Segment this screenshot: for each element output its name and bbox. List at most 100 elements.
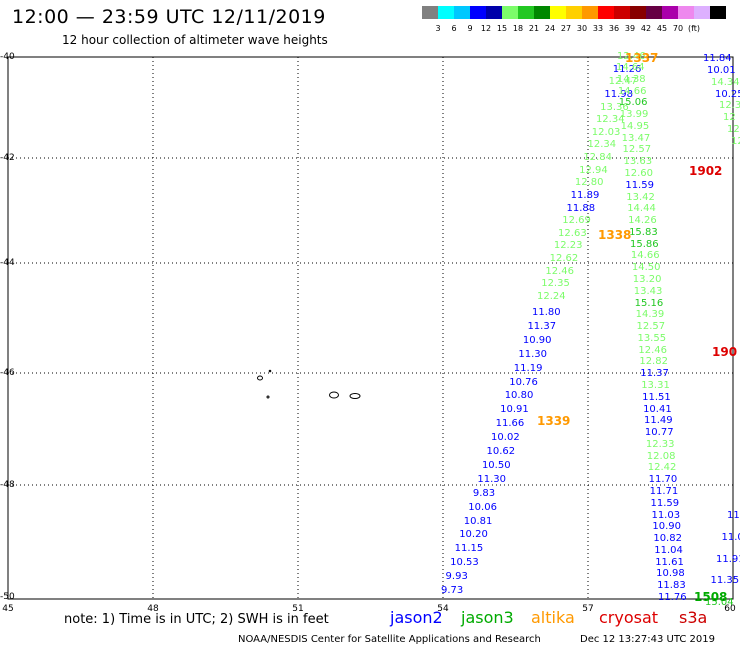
island-outline <box>266 395 270 399</box>
swh-value: 11.51 <box>642 391 671 403</box>
swh-value: 10.20 <box>459 529 488 541</box>
swh-value: 9.93 <box>445 571 468 583</box>
legend-s3a: s3a <box>679 608 708 627</box>
swh-value: 12.33 <box>645 438 675 450</box>
swh-value: 10.90 <box>652 521 682 533</box>
swh-value: 13.47 <box>621 132 651 144</box>
swh-value: 14.50 <box>631 262 661 274</box>
swh-value: 10.25 <box>715 88 740 100</box>
credit-text: NOAA/NESDIS Center for Satellite Applica… <box>238 634 541 645</box>
swh-value: 10.53 <box>450 557 479 569</box>
generated-timestamp: Dec 12 13:27:43 UTC 2019 <box>580 634 715 645</box>
swh-value: 12.34 <box>587 139 617 151</box>
swh-value: 11.15 <box>454 543 484 555</box>
pass-label: 190 <box>712 345 738 359</box>
swh-value: 9.83 <box>472 487 496 499</box>
lon-label: 48 <box>147 604 159 614</box>
scale-swatch <box>646 6 662 19</box>
pass-label: 1339 <box>537 414 571 428</box>
swh-value: 14.39 <box>635 309 665 321</box>
swh-value: 11.89 <box>570 189 600 201</box>
swh-value: 12 <box>723 112 736 124</box>
swh-value: 12.35 <box>541 278 570 290</box>
swh-value: 13.55 <box>637 332 667 344</box>
lon-label: 51 <box>292 604 304 614</box>
swh-value: 14.44 <box>627 203 656 215</box>
swh-value: 12.63 <box>558 227 587 239</box>
swh-value: 14.64 <box>616 62 645 73</box>
scale-swatch <box>550 6 566 19</box>
lat-label: -44 <box>0 258 15 268</box>
lat-label: -40 <box>0 52 15 62</box>
swh-value: 10.98 <box>656 568 685 580</box>
swh-value: 13.31 <box>641 380 670 391</box>
swh-value: 11.37 <box>527 320 557 332</box>
scale-label: 30 <box>576 24 588 33</box>
swh-value: 15.86 <box>630 238 659 250</box>
swh-value: 15.06 <box>618 97 648 109</box>
swh-value: 11.37 <box>640 368 669 380</box>
swh-value: 14.66 <box>617 85 647 97</box>
swh-value: 12.57 <box>622 144 652 156</box>
map-subtitle: 12 hour collection of altimeter wave hei… <box>62 33 328 47</box>
swh-value: 11.03 <box>651 509 681 521</box>
swh-value: 12.84 <box>583 152 612 164</box>
swh-value: 12.46 <box>545 265 575 277</box>
swh-value: 9.73 <box>441 585 464 596</box>
scale-label: 24 <box>544 24 556 33</box>
swh-value: 12.80 <box>574 177 604 189</box>
scale-label: 36 <box>608 24 620 33</box>
scale-swatch <box>710 6 726 19</box>
scale-label: (ft) <box>687 24 701 33</box>
swh-value: 11.04 <box>654 544 683 556</box>
swh-value: 11.91 <box>716 553 740 565</box>
swh-value: 11.98 <box>604 88 633 100</box>
swh-value: 14.34 <box>711 76 740 88</box>
swh-value: 12.69 <box>562 215 591 227</box>
map-title: 12:00 — 23:59 UTC 12/11/2019 <box>12 6 326 28</box>
scale-label: 12 <box>480 24 492 33</box>
swh-value: 12.94 <box>579 164 608 176</box>
swh-value: 13.42 <box>626 191 655 203</box>
swh-value: 11.70 <box>648 474 678 486</box>
swh-value: 10.76 <box>509 376 538 388</box>
swh-value: 10.81 <box>463 515 493 527</box>
scale-label: 33 <box>592 24 604 33</box>
pass-label: 1337 <box>625 51 659 65</box>
scale-label: 42 <box>640 24 652 33</box>
scale-label: 21 <box>528 24 540 33</box>
swh-value: 13.43 <box>633 285 663 297</box>
pass-label: 1902 <box>689 164 723 178</box>
swh-value: 12.3 <box>719 100 740 112</box>
swh-value: 15.04 <box>705 597 734 608</box>
scale-swatch <box>534 6 550 19</box>
scale-label: 39 <box>624 24 636 33</box>
lat-label: -50 <box>0 592 15 602</box>
scale-swatch <box>630 6 646 19</box>
swh-value: 11.19 <box>513 362 543 374</box>
swh-value: 10.41 <box>643 403 672 415</box>
pass-label: 1338 <box>598 228 632 242</box>
lon-label: 54 <box>437 604 449 614</box>
scale-swatch <box>422 6 438 19</box>
scale-swatch <box>502 6 518 19</box>
scale-label: 3 <box>435 24 441 33</box>
scale-label: 18 <box>512 24 524 33</box>
swh-value: 12.57 <box>636 321 666 333</box>
island-outline <box>257 375 263 381</box>
scale-swatch <box>518 6 534 19</box>
swh-value: 10.80 <box>504 390 534 402</box>
swh-value: 11.88 <box>566 202 596 214</box>
scale-swatch <box>694 6 710 19</box>
scale-swatch <box>662 6 678 19</box>
swh-value: 12.82 <box>639 356 668 368</box>
scale-label: 15 <box>496 24 508 33</box>
scale-label: 70 <box>672 24 684 33</box>
legend-jason2: jason2 <box>390 608 443 627</box>
swh-value: 12.23 <box>553 240 583 252</box>
footer-note: note: 1) Time is in UTC; 2) SWH is in fe… <box>64 612 329 627</box>
swh-value: 10.90 <box>522 334 552 346</box>
scale-swatch <box>598 6 614 19</box>
island-outline <box>329 391 339 399</box>
